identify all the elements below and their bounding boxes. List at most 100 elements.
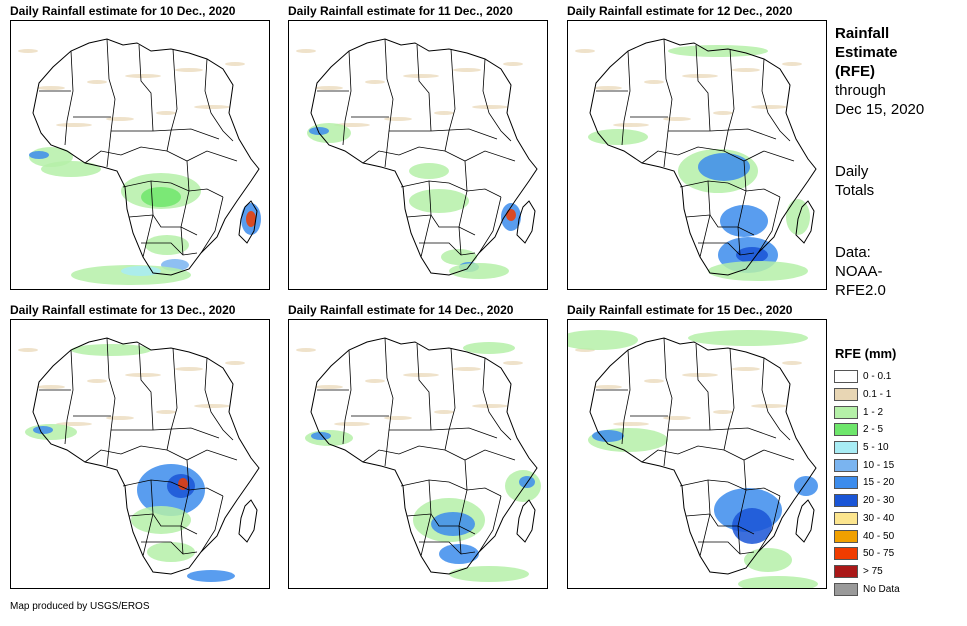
legend-item: 15 - 20 [834,474,900,492]
rainfall-area [131,506,191,534]
country-border [737,160,747,256]
country-border [406,214,476,236]
country-border [420,479,432,557]
country-border [757,196,781,254]
rainfall-area [449,566,529,582]
rain-speckle [434,111,454,115]
totals-line-1: Daily [835,163,869,180]
panel-title-11-dec: Daily Rainfall estimate for 11 Dec., 202… [288,4,513,18]
country-border [166,347,178,451]
country-border [84,146,238,164]
country-border [478,495,502,553]
country-border [138,343,154,431]
country-border [128,214,198,236]
rain-speckle [156,111,176,115]
country-border [180,459,190,555]
rain-speckle [225,62,245,66]
rainfall-area [786,199,810,235]
rain-speckle [732,68,760,72]
rainfall-area [720,205,768,237]
madagascar-outline [795,200,815,244]
rain-speckle [87,379,107,383]
country-border [200,196,224,254]
legend-label: 5 - 10 [863,442,889,454]
through-date: Dec 15, 2020 [835,101,925,118]
country-border [138,44,154,132]
rainfall-area [178,478,188,490]
panel-title-13-dec: Daily Rainfall estimate for 13 Dec., 202… [10,303,236,317]
map-canvas [18,38,261,285]
data-source-note: Data: NOAA- RFE2.0 [835,243,886,300]
rainfall-area [41,161,101,177]
rain-speckle [594,385,622,389]
country-border [685,513,755,535]
rain-speckle [37,86,65,90]
rain-speckle [18,348,38,352]
light-rain-speckle [575,348,802,426]
country-border [384,337,394,467]
rain-speckle [503,361,523,365]
legend-label: 0.1 - 1 [863,389,892,401]
rainfall-areas [29,147,261,285]
map-info-title: Rainfall Estimate (RFE) through Dec 15, … [835,24,924,119]
country-border [419,541,476,555]
rainfall-area [439,544,479,564]
rain-speckle [594,86,622,90]
rain-speckle [315,385,343,389]
legend-item: 2 - 5 [834,421,900,439]
legend-label: 0 - 0.1 [863,371,892,383]
rainfall-area [738,576,818,588]
rainfall-area [668,45,768,57]
rainfall-map-13-dec [10,319,270,589]
data-line-3: RFE2.0 [835,282,886,299]
rainfall-areas [568,330,818,588]
legend: 0 - 0.1 0.1 - 1 1 - 2 2 - 5 5 - 10 10 - 15 15 … [834,368,900,598]
legend-label: 50 - 75 [863,548,895,560]
rain-speckle [384,416,412,420]
rainfall-map-12-dec [567,20,827,290]
country-border [420,180,432,258]
legend-label: 15 - 20 [863,477,895,489]
rainfall-area [441,249,477,265]
legend-item: 30 - 40 [834,510,900,528]
rainfall-areas [25,344,235,582]
country-border [458,160,468,256]
legend-swatch [834,547,858,561]
country-border [389,427,498,439]
rain-speckle [156,410,176,414]
country-border [416,44,432,132]
country-border [685,214,755,236]
country-border [111,128,220,140]
legend-swatch [834,458,858,472]
legend-item: > 75 [834,563,900,581]
legend-swatch [834,423,858,437]
rain-speckle [334,422,370,426]
rain-speckle [175,367,203,371]
panel-title-10-dec: Daily Rainfall estimate for 10 Dec., 202… [10,4,236,18]
rain-speckle [453,367,481,371]
country-border [668,128,777,140]
country-border [478,196,502,254]
rain-speckle [575,49,595,53]
rain-speckle [225,361,245,365]
map-canvas [296,38,538,279]
rain-speckle [125,74,161,78]
country-border [400,479,502,497]
legend-item: No Data [834,580,900,598]
country-border [698,541,755,555]
rain-speckle [315,86,343,90]
legend-label: 2 - 5 [863,424,884,436]
through-label: through [835,82,886,99]
rain-speckle [751,105,787,109]
rain-speckle [296,49,316,53]
rainfall-area [592,430,624,442]
legend-swatch [834,529,858,543]
rain-speckle [87,80,107,84]
country-border [64,349,74,445]
country-border [122,180,224,198]
country-border [106,38,116,168]
rain-speckle [56,422,92,426]
legend-item: 5 - 10 [834,439,900,457]
legend-label: No Data [863,583,900,595]
country-border [141,242,198,256]
